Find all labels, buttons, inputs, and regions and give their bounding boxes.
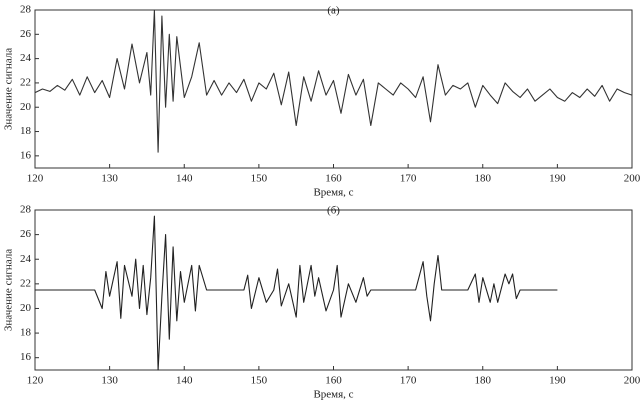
y-axis-label: Значение сигнала [3,48,15,130]
panel-label: (б) [327,205,340,217]
x-tick-label: 190 [549,173,566,185]
x-tick-label: 120 [27,375,44,387]
y-tick-label: 22 [20,76,31,88]
x-tick-label: 170 [400,375,417,387]
x-tick-label: 160 [325,173,342,185]
y-tick-label: 24 [20,253,32,265]
signal-line [35,215,558,371]
panel-label: (а) [327,5,340,17]
x-tick-label: 140 [176,375,193,387]
y-tick-label: 16 [20,351,32,363]
x-tick-label: 160 [325,375,342,387]
y-tick-label: 28 [20,204,32,216]
x-tick-label: 200 [624,375,641,387]
x-tick-label: 120 [27,173,44,185]
y-tick-label: 26 [20,228,32,240]
x-tick-label: 200 [624,173,641,185]
y-tick-label: 16 [20,149,32,161]
y-tick-label: 26 [20,28,32,40]
x-axis-label: Время, с [313,187,353,199]
signal-line [34,9,633,153]
x-tick-label: 180 [475,173,492,185]
y-tick-label: 24 [20,52,32,64]
y-tick-label: 18 [20,327,32,339]
x-tick-label: 170 [400,173,417,185]
x-tick-label: 150 [251,375,268,387]
y-tick-label: 18 [20,125,32,137]
y-tick-label: 20 [20,302,32,314]
y-tick-label: 28 [20,4,32,16]
x-tick-label: 130 [101,375,118,387]
x-tick-label: 130 [101,173,118,185]
x-tick-label: 150 [251,173,268,185]
y-axis-label: Значение сигнала [3,249,15,331]
x-axis-label: Время, с [313,389,353,401]
y-tick-label: 22 [20,277,31,289]
x-tick-label: 180 [475,375,492,387]
x-tick-label: 190 [549,375,566,387]
y-tick-label: 20 [20,101,32,113]
x-tick-label: 140 [176,173,193,185]
